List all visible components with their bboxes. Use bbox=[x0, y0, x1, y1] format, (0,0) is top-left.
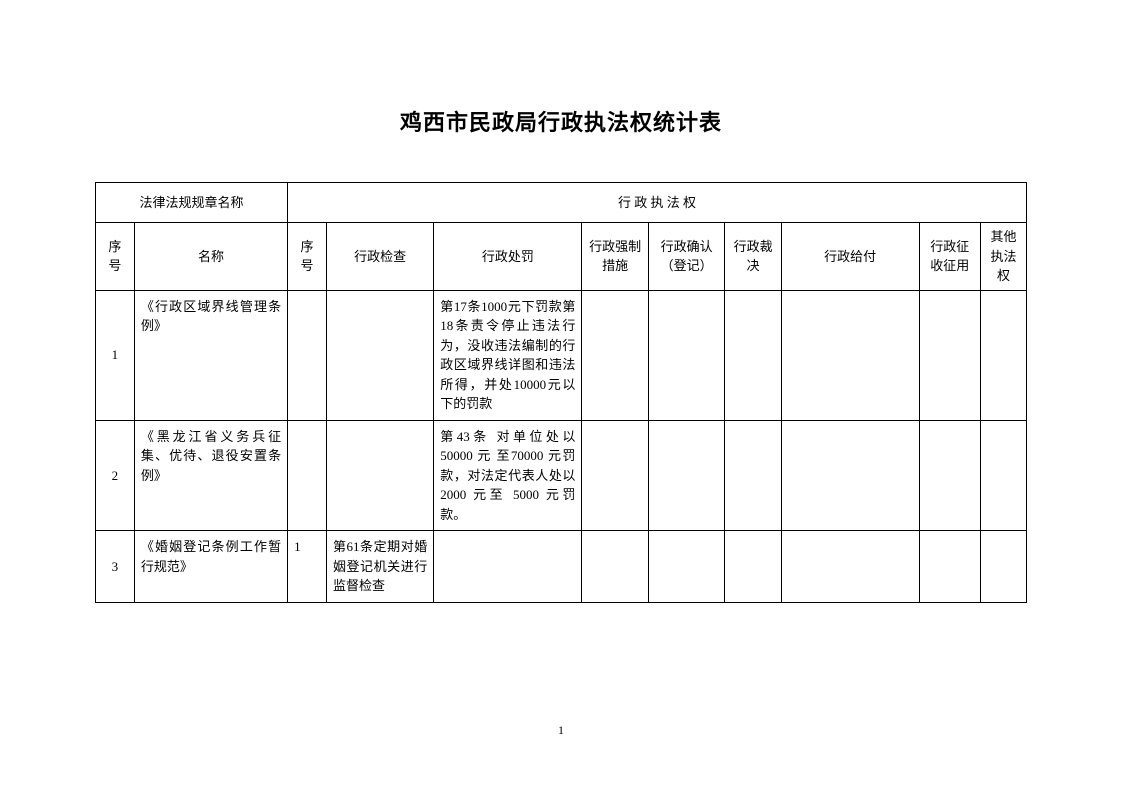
cell-penalty: 第17条1000元下罚款第18条责令停止违法行为，没收违法编制的行政区域界线详图… bbox=[434, 290, 582, 420]
statistics-table: 法律法规规章名称 行 政 执 法 权 序号 名称 序号 行政检查 行政处罚 行政… bbox=[95, 182, 1027, 603]
header-check: 行政检查 bbox=[326, 223, 433, 291]
cell-force bbox=[582, 290, 648, 420]
header-seq1: 序号 bbox=[96, 223, 135, 291]
header-levy: 行政征收征用 bbox=[919, 223, 980, 291]
cell-seq2 bbox=[288, 290, 327, 420]
header-penalty: 行政处罚 bbox=[434, 223, 582, 291]
cell-judge bbox=[725, 420, 781, 531]
cell-force bbox=[582, 420, 648, 531]
cell-levy bbox=[919, 420, 980, 531]
cell-judge bbox=[725, 290, 781, 420]
cell-name: 《行政区域界线管理条例》 bbox=[134, 290, 287, 420]
cell-pay bbox=[781, 420, 919, 531]
cell-levy bbox=[919, 290, 980, 420]
cell-name: 《婚姻登记条例工作暂行规范》 bbox=[134, 531, 287, 603]
cell-check bbox=[326, 290, 433, 420]
cell-penalty bbox=[434, 531, 582, 603]
cell-confirm bbox=[648, 290, 725, 420]
cell-penalty: 第43条 对单位处以 50000 元 至70000 元罚款，对法定代表人处以20… bbox=[434, 420, 582, 531]
page-number: 1 bbox=[0, 723, 1122, 738]
page-title: 鸡西市民政局行政执法权统计表 bbox=[0, 0, 1122, 182]
cell-pay bbox=[781, 290, 919, 420]
cell-seq2: 1 bbox=[288, 531, 327, 603]
header-name: 名称 bbox=[134, 223, 287, 291]
header-group-left: 法律法规规章名称 bbox=[96, 183, 288, 223]
header-confirm: 行政确认（登记） bbox=[648, 223, 725, 291]
cell-seq1: 1 bbox=[96, 290, 135, 420]
cell-confirm bbox=[648, 420, 725, 531]
cell-other bbox=[980, 290, 1026, 420]
header-seq2: 序号 bbox=[288, 223, 327, 291]
cell-judge bbox=[725, 531, 781, 603]
cell-other bbox=[980, 420, 1026, 531]
cell-name: 《黑龙江省义务兵征集、优待、退役安置条例》 bbox=[134, 420, 287, 531]
header-pay: 行政给付 bbox=[781, 223, 919, 291]
header-other: 其他执法权 bbox=[980, 223, 1026, 291]
header-group-right: 行 政 执 法 权 bbox=[288, 183, 1027, 223]
table-container: 法律法规规章名称 行 政 执 法 权 序号 名称 序号 行政检查 行政处罚 行政… bbox=[95, 182, 1027, 603]
header-judge: 行政裁决 bbox=[725, 223, 781, 291]
cell-pay bbox=[781, 531, 919, 603]
cell-check bbox=[326, 420, 433, 531]
cell-seq1: 3 bbox=[96, 531, 135, 603]
cell-seq2 bbox=[288, 420, 327, 531]
cell-check: 第61条定期对婚姻登记机关进行监督检查 bbox=[326, 531, 433, 603]
cell-confirm bbox=[648, 531, 725, 603]
cell-levy bbox=[919, 531, 980, 603]
header-force: 行政强制措施 bbox=[582, 223, 648, 291]
cell-seq1: 2 bbox=[96, 420, 135, 531]
cell-other bbox=[980, 531, 1026, 603]
cell-force bbox=[582, 531, 648, 603]
